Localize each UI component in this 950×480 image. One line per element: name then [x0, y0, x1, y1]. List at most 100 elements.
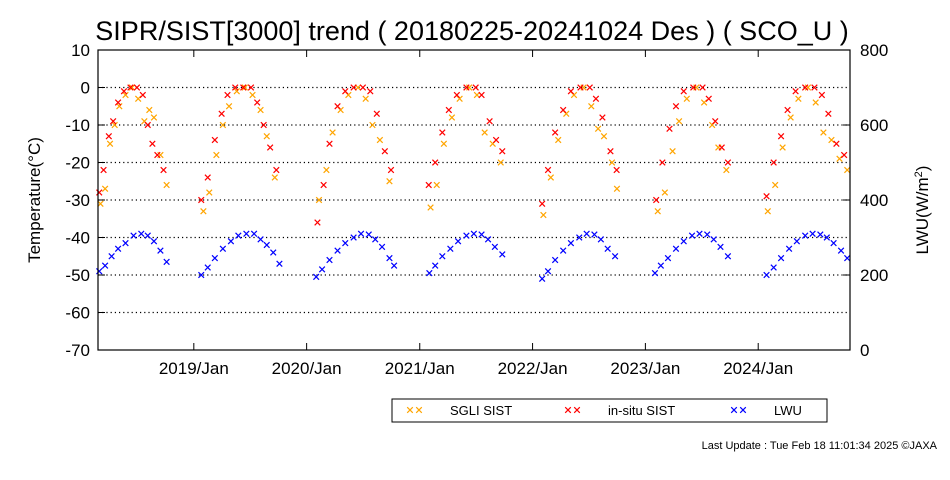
y-tick-label-1: 0: [81, 79, 90, 98]
data-point-0-3: [111, 121, 118, 129]
data-point-2-78: [837, 247, 845, 254]
data-point-1-28: [334, 103, 341, 110]
data-point-2-1: [101, 262, 109, 269]
data-point-1-16: [218, 110, 225, 117]
data-point-0-13: [200, 208, 207, 215]
data-point-0-68: [787, 114, 794, 121]
data-point-2-75: [817, 231, 824, 238]
data-point-1-29: [342, 88, 349, 95]
data-point-1-38: [439, 129, 446, 136]
data-point-1-5: [120, 88, 128, 95]
data-point-2-24: [318, 266, 326, 273]
data-point-2-29: [357, 230, 365, 237]
data-point-1-63: [690, 84, 697, 91]
data-point-0-37: [448, 114, 456, 121]
data-point-0-36: [440, 140, 448, 147]
data-point-1-58: [652, 196, 660, 204]
data-point-0-54: [613, 185, 621, 192]
data-point-2-51: [576, 234, 583, 241]
data-point-2-8: [150, 238, 158, 245]
y-axis-ticks: 10 0 -10 -20 -30 -40 -50 -60 -70: [65, 41, 105, 360]
data-point-2-55: [604, 245, 611, 252]
data-point-1-53: [586, 84, 593, 91]
data-point-1-77: [825, 110, 832, 117]
legend-marker-2-1: [739, 406, 747, 414]
data-point-1-48: [544, 166, 552, 174]
data-point-2-16: [235, 232, 242, 239]
data-point-1-27: [326, 140, 333, 147]
data-point-1-21: [253, 99, 261, 106]
data-point-1-33: [373, 110, 381, 117]
y2-axis-label: LWU(W/m2): [913, 166, 932, 255]
data-point-1-14: [204, 174, 211, 181]
legend-marker-1-1: [573, 406, 581, 414]
data-point-0-44: [540, 211, 547, 219]
data-point-1-50: [559, 106, 567, 114]
data-point-0-12: [163, 181, 170, 189]
data-point-0-57: [669, 148, 676, 155]
data-point-2-18: [250, 230, 258, 237]
x-tick-label-4: 2023/Jan: [610, 359, 680, 378]
data-point-0-56: [661, 189, 669, 196]
data-point-2-54: [597, 236, 605, 243]
data-point-1-72: [784, 106, 791, 114]
series-1: [96, 84, 848, 226]
data-point-0-46: [555, 136, 562, 144]
data-point-2-21: [270, 249, 277, 256]
data-point-2-31: [372, 236, 379, 243]
data-point-0-33: [386, 178, 393, 185]
data-point-1-51: [567, 88, 575, 95]
data-point-2-11: [198, 271, 205, 279]
data-point-2-44: [491, 243, 499, 251]
y-tick-label-8: -70: [65, 341, 90, 360]
data-point-1-43: [478, 91, 485, 99]
data-point-0-1: [101, 185, 109, 192]
data-point-2-17: [243, 230, 250, 237]
data-point-1-60: [666, 125, 673, 132]
data-point-2-35: [426, 269, 433, 277]
data-point-1-18: [232, 84, 239, 91]
data-point-1-32: [367, 88, 374, 95]
data-point-2-64: [703, 231, 711, 238]
data-point-2-62: [688, 232, 696, 239]
data-point-1-20: [247, 84, 255, 91]
series-2: [96, 230, 851, 282]
data-point-0-39: [465, 84, 473, 91]
x-tick-label-1: 2020/Jan: [272, 359, 342, 378]
legend-marker-0-1: [415, 406, 423, 414]
data-point-0-24: [315, 196, 323, 204]
data-point-0-2: [106, 140, 114, 147]
series-0: [97, 84, 851, 219]
data-point-0-72: [820, 129, 827, 136]
data-point-2-79: [843, 254, 851, 262]
last-update-text: Last Update : Tue Feb 18 11:01:34 2025 ©…: [702, 440, 938, 452]
x-tick-label-2: 2021/Jan: [385, 359, 455, 378]
data-point-2-59: [664, 254, 672, 262]
data-point-2-74: [809, 230, 816, 237]
data-point-1-45: [492, 136, 500, 144]
data-point-2-73: [801, 232, 809, 239]
data-point-0-67: [779, 144, 786, 151]
data-point-2-67: [724, 253, 732, 260]
data-point-2-12: [204, 264, 211, 271]
y2-axis-label-main: LWU(W/m: [913, 177, 932, 254]
data-point-2-53: [591, 231, 598, 238]
data-point-0-7: [134, 95, 142, 102]
data-point-2-61: [680, 238, 687, 245]
y2-tick-label-1: 600: [860, 116, 888, 135]
data-point-2-49: [559, 247, 567, 254]
data-point-0-5: [122, 91, 129, 99]
data-point-1-19: [240, 84, 247, 91]
data-point-0-53: [608, 159, 616, 166]
data-point-0-21: [257, 106, 264, 114]
data-point-0-32: [376, 136, 384, 144]
data-point-1-78: [833, 140, 840, 147]
data-point-2-5: [130, 232, 137, 239]
data-point-1-59: [659, 159, 666, 166]
data-point-0-34: [427, 204, 434, 211]
data-point-1-76: [818, 91, 826, 99]
data-point-0-18: [233, 88, 241, 95]
data-point-1-49: [551, 129, 559, 136]
data-point-2-46: [538, 275, 546, 282]
